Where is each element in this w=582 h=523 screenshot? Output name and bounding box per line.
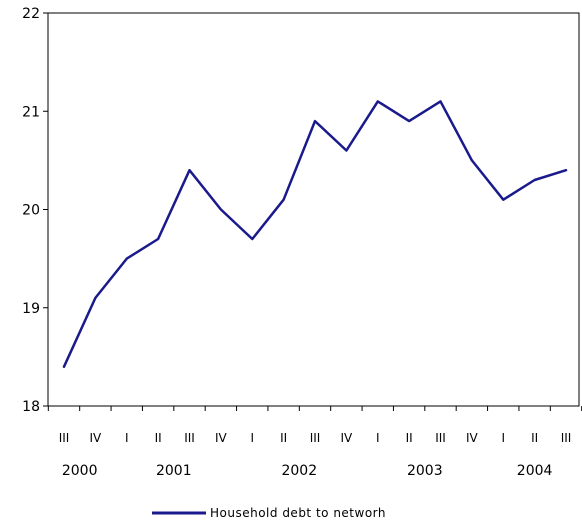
x-quarter-label: III	[59, 431, 70, 445]
x-year-label: 2003	[407, 463, 443, 479]
series-line	[62, 100, 568, 368]
x-quarter-label: II	[280, 431, 287, 445]
x-quarter-label: IV	[215, 431, 228, 445]
x-quarter-label: III	[561, 431, 572, 445]
x-quarter-label: III	[184, 431, 195, 445]
x-year-label: 2001	[156, 463, 192, 479]
y-tick-label: 21	[22, 104, 40, 120]
y-axis: 18 19 20 21 22	[22, 6, 48, 415]
y-tick-label: 20	[22, 203, 40, 219]
x-year-label: 2000	[62, 463, 98, 479]
legend-label: Household debt to networh	[210, 506, 386, 520]
x-quarter-label: IV	[466, 431, 479, 445]
y-tick-label: 18	[22, 399, 40, 415]
x-quarter-label: I	[125, 431, 129, 445]
x-quarter-label: I	[250, 431, 254, 445]
x-quarter-label: III	[435, 431, 446, 445]
x-quarter-label: II	[531, 431, 538, 445]
x-quarter-label: II	[406, 431, 413, 445]
x-quarter-label: I	[501, 431, 505, 445]
x-quarter-label: IV	[341, 431, 354, 445]
legend: Household debt to networh	[152, 506, 386, 520]
y-tick-label: 22	[22, 6, 40, 22]
x-year-label: 2002	[281, 463, 317, 479]
series-layer	[62, 100, 568, 368]
plot-area-frame	[47, 12, 580, 407]
y-tick-label: 19	[22, 301, 40, 317]
x-year-label: 2004	[517, 463, 553, 479]
x-quarter-label: III	[310, 431, 321, 445]
x-quarter-label: II	[155, 431, 162, 445]
x-quarter-label: I	[376, 431, 380, 445]
x-quarter-label: IV	[90, 431, 103, 445]
